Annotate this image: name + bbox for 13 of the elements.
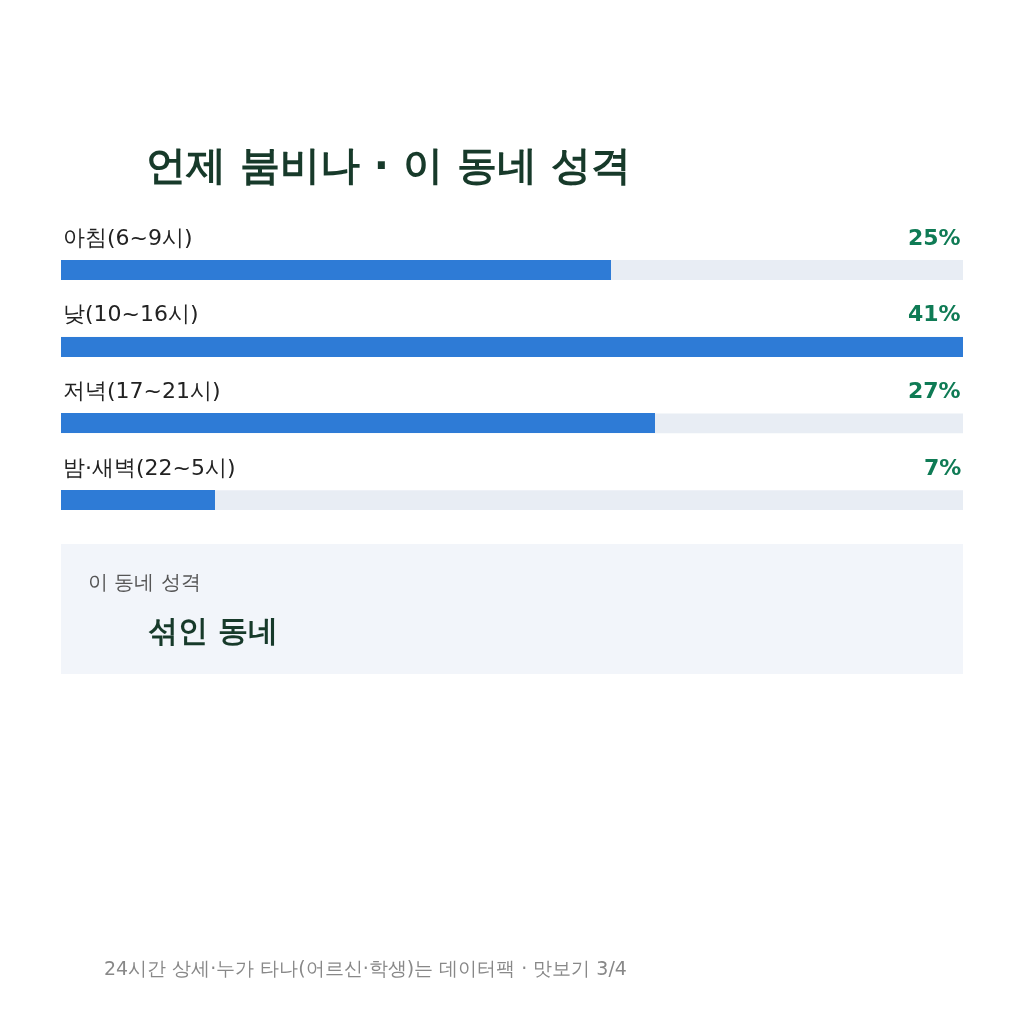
data-label: 27% [908, 378, 961, 403]
y-tick-label: 저녁(17~21시) [63, 378, 221, 403]
text: 24시간 상세·누가 타나(어르신·학생)는 데이터팩 · 맛보기 3/4 [104, 957, 627, 979]
y-tick-label: 아침(6~9시) [63, 225, 193, 250]
chart-title: 언제 붐비나 · 이 동네 성격 [146, 142, 631, 188]
text: 섞인 동네 [148, 613, 279, 648]
y-tick-label: 낮(10~16시) [63, 301, 199, 326]
bar [61, 490, 215, 510]
text: 이 동네 성격 [88, 570, 201, 594]
data-label: 41% [908, 301, 961, 326]
data-label: 7% [924, 455, 962, 480]
y-tick-label: 밤·새벽(22~5시) [63, 455, 236, 480]
data-label: 25% [908, 225, 961, 250]
